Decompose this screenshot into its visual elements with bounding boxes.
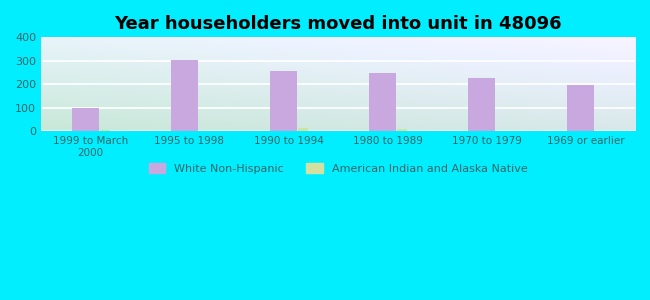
Bar bbox=[270, 71, 298, 131]
Bar bbox=[468, 78, 495, 131]
Bar bbox=[397, 129, 408, 131]
Legend: White Non-Hispanic, American Indian and Alaska Native: White Non-Hispanic, American Indian and … bbox=[144, 158, 532, 178]
Title: Year householders moved into unit in 48096: Year householders moved into unit in 480… bbox=[114, 15, 562, 33]
Bar bbox=[567, 85, 594, 131]
Bar bbox=[171, 60, 198, 131]
Bar bbox=[369, 73, 396, 131]
Bar bbox=[100, 130, 110, 131]
Bar bbox=[298, 128, 308, 131]
Bar bbox=[72, 108, 99, 131]
